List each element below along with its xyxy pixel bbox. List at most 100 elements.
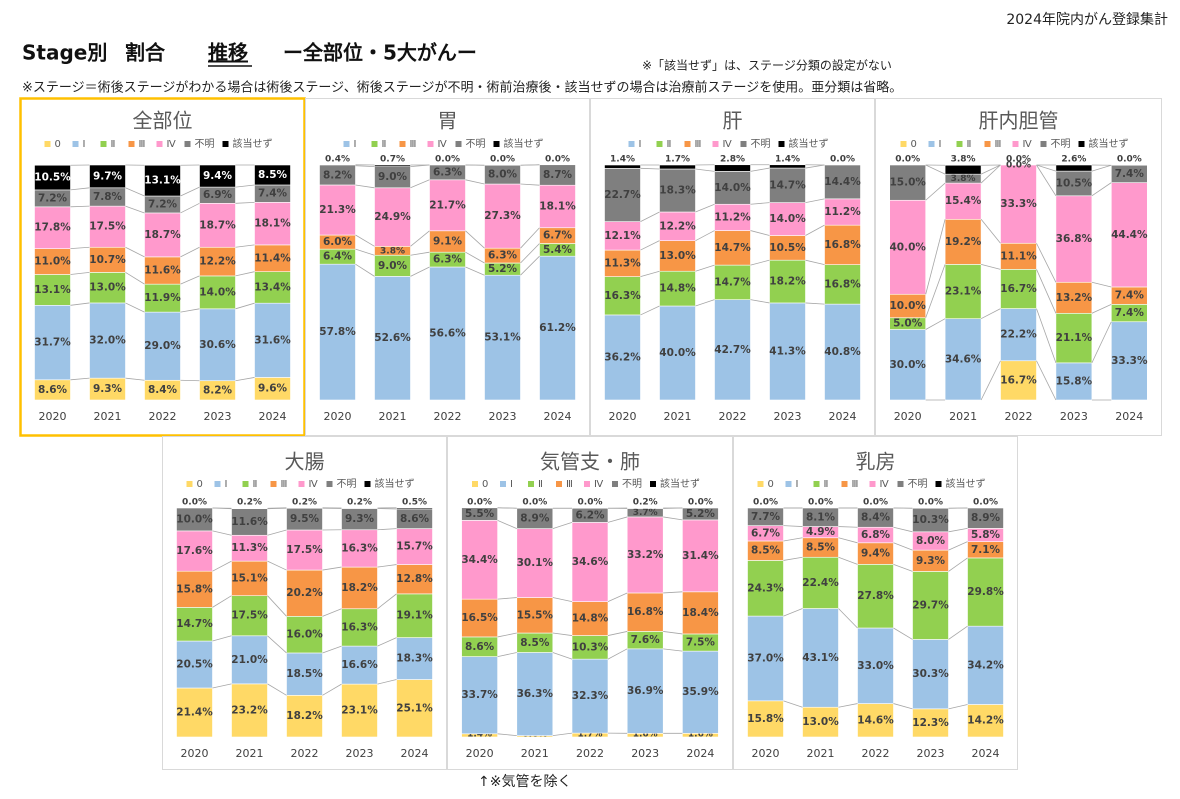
bar-segment — [144, 212, 181, 258]
legend-label: Ⅱ — [111, 139, 116, 150]
bar-segment — [484, 183, 521, 249]
series-line — [267, 595, 287, 617]
value-label: 33.2% — [627, 549, 664, 561]
series-line — [322, 566, 342, 571]
legend-swatch — [928, 141, 935, 147]
bar-segment — [824, 303, 861, 401]
series-line — [663, 516, 683, 521]
value-label: 0.0% — [753, 498, 778, 508]
bar-segment — [967, 557, 1004, 627]
value-label: 34.4% — [461, 554, 498, 566]
series-line — [355, 165, 375, 168]
value-label: 6.8% — [861, 529, 891, 541]
bar-segment — [714, 230, 751, 266]
bar-segment — [176, 640, 213, 689]
legend-swatch — [1012, 141, 1019, 147]
series-line — [1091, 182, 1112, 197]
legend-label: Ⅳ — [438, 139, 448, 150]
value-label: 2.6% — [1061, 155, 1086, 165]
value-label: 15.5% — [517, 609, 554, 621]
value-label: 0.0% — [467, 497, 492, 507]
series-line — [1036, 164, 1057, 172]
value-label: 1.4% — [775, 154, 800, 164]
bar-segment — [1055, 164, 1093, 172]
legend-swatch — [897, 481, 904, 487]
value-label: 15.1% — [231, 572, 268, 584]
value-label: 8.5% — [751, 545, 781, 557]
bar-segment — [1055, 195, 1093, 283]
series-line — [948, 625, 968, 640]
bar-segment — [254, 202, 291, 246]
legend-label: 該当せず — [660, 477, 700, 490]
value-label: 31.6% — [254, 334, 291, 346]
legend-swatch — [1040, 141, 1047, 147]
value-label: 33.3% — [1000, 198, 1037, 210]
series-line — [212, 560, 232, 572]
value-label: 30.3% — [912, 668, 949, 680]
value-label: 13.0% — [802, 716, 839, 728]
value-label: 6.7% — [543, 230, 573, 242]
value-label: 13.0% — [659, 250, 696, 262]
value-label: 16.7% — [1000, 283, 1037, 295]
legend-label: Ⅳ — [594, 479, 604, 490]
series-line — [783, 700, 803, 708]
chart-title: 肝内胆管 — [979, 109, 1059, 133]
value-label: 8.9% — [971, 512, 1001, 524]
value-label: 0.2% — [633, 498, 658, 508]
bar-segment — [912, 507, 949, 533]
value-label: 22.7% — [604, 189, 641, 201]
value-label: 12.8% — [396, 573, 433, 585]
value-label: 5.2% — [488, 263, 518, 275]
value-label: 18.3% — [659, 184, 696, 196]
value-label: 20.2% — [286, 587, 323, 599]
value-label: 0.0% — [688, 498, 713, 508]
bar-segment — [254, 302, 291, 378]
bar-segment — [944, 164, 982, 175]
value-label: 0.5% — [402, 497, 427, 507]
value-label: 0.0% — [1117, 155, 1142, 165]
series-line — [497, 652, 517, 658]
bar-segment — [571, 507, 609, 523]
title-part: Stage別 — [22, 41, 107, 65]
value-label: 18.2% — [769, 276, 806, 288]
value-label: 23.1% — [945, 286, 982, 298]
series-line — [465, 266, 485, 276]
legend-swatch — [371, 141, 378, 147]
bar-segment — [539, 184, 576, 229]
value-label: 14.7% — [714, 276, 751, 288]
value-label: 14.6% — [857, 714, 894, 726]
value-label: 10.3% — [572, 641, 609, 653]
x-tick-label: 2024 — [1115, 410, 1143, 423]
bar-segment — [516, 528, 554, 598]
legend-swatch — [128, 141, 135, 147]
x-tick-label: 2022 — [576, 747, 604, 760]
bar-segment — [769, 259, 806, 304]
value-label: 0.4% — [325, 154, 350, 164]
legend-label: 0 — [55, 139, 61, 150]
legend-swatch — [427, 141, 434, 147]
value-label: 32.3% — [572, 690, 609, 702]
legend-swatch — [813, 481, 820, 487]
legend-swatch — [472, 481, 478, 487]
value-label: 17.8% — [34, 222, 71, 234]
legend-label: Ⅰ — [510, 479, 513, 490]
value-label: 10.5% — [34, 172, 71, 184]
value-label: 29.8% — [967, 586, 1004, 598]
bar-segment — [769, 202, 806, 236]
bar-segment — [341, 645, 378, 685]
value-label: 6.7% — [751, 527, 781, 539]
value-label: 0.0% — [545, 154, 570, 164]
bar-segment — [802, 608, 839, 708]
value-label: 8.1% — [806, 511, 836, 523]
value-label: 0.0% — [918, 498, 943, 508]
series-line — [235, 377, 255, 382]
legend-label: 該当せず — [789, 137, 829, 150]
bar-segment — [286, 616, 323, 654]
bar-segment — [857, 627, 894, 704]
bar-segment — [889, 199, 927, 295]
note: ※ステージ＝術後ステージがわかる場合は術後ステージ、術後ステージが不明・術前治療… — [22, 80, 902, 96]
value-label: 25.1% — [396, 702, 433, 714]
series-line — [805, 259, 825, 266]
series-line — [125, 187, 145, 197]
value-label: 18.5% — [286, 668, 323, 680]
